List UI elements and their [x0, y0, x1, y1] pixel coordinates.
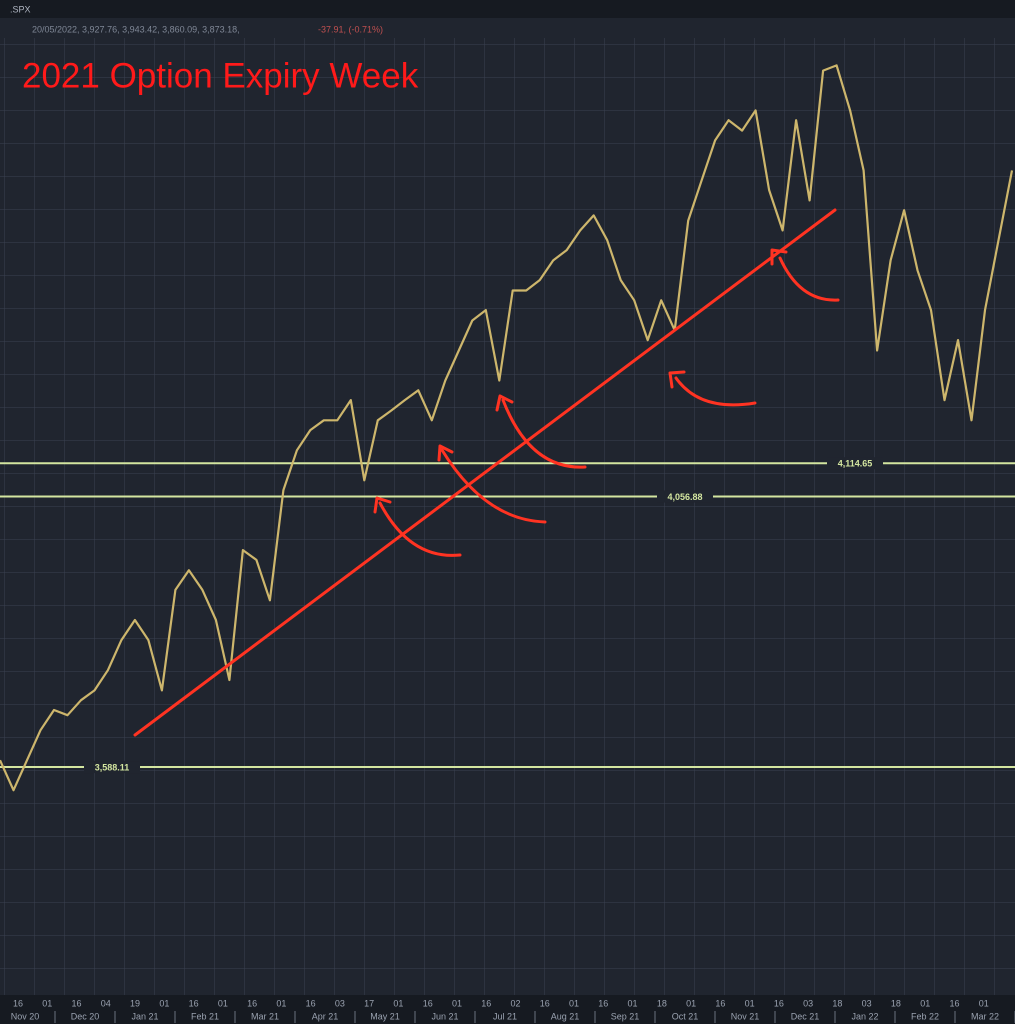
day-label: 16 — [481, 998, 491, 1008]
month-label: Oct 21 — [672, 1011, 699, 1021]
level-label-box — [84, 761, 140, 774]
change: -37.91, (-0.71%) — [318, 24, 383, 34]
grid — [0, 38, 1015, 995]
annotations — [133, 208, 840, 737]
month-label: Apr 21 — [312, 1011, 339, 1021]
day-label: 16 — [774, 998, 784, 1008]
day-label: 01 — [393, 998, 403, 1008]
day-label: 16 — [715, 998, 725, 1008]
day-label: 17 — [364, 998, 374, 1008]
day-label: 03 — [803, 998, 813, 1008]
x-axis-bar — [0, 995, 1015, 1024]
day-label: 16 — [423, 998, 433, 1008]
day-label: 19 — [130, 998, 140, 1008]
day-label: 01 — [159, 998, 169, 1008]
month-label: May 21 — [370, 1011, 400, 1021]
day-label: 02 — [510, 998, 520, 1008]
day-label: 01 — [276, 998, 286, 1008]
arrow — [373, 496, 462, 557]
day-label: 01 — [569, 998, 579, 1008]
day-label: 01 — [42, 998, 52, 1008]
month-label: Nov 21 — [731, 1011, 760, 1021]
day-label: 16 — [306, 998, 316, 1008]
day-label: 16 — [72, 998, 82, 1008]
level-label: 3,588.11 — [95, 762, 130, 772]
month-label: Jan 22 — [851, 1011, 878, 1021]
day-label: 01 — [920, 998, 930, 1008]
month-label: Sep 21 — [611, 1011, 640, 1021]
month-label: Feb 21 — [191, 1011, 219, 1021]
month-label: Feb 22 — [911, 1011, 939, 1021]
day-label: 01 — [452, 998, 462, 1008]
month-label: Nov 20 — [11, 1011, 40, 1021]
month-label: Mar 22 — [971, 1011, 999, 1021]
level-label: 4,056.88 — [667, 492, 702, 502]
x-axis: 16 01 16 04 19 01 16 01 16 01 16 03 17 01 16 01 16 02 16 01… — [11, 998, 1015, 1023]
day-label: 16 — [189, 998, 199, 1008]
level-label-box — [827, 457, 883, 470]
day-label: 16 — [598, 998, 608, 1008]
levels: 4,114.65 4,056.88 3,588.11 — [0, 457, 1015, 774]
day-label: 18 — [657, 998, 667, 1008]
arrow — [495, 394, 587, 469]
day-label: 03 — [335, 998, 345, 1008]
month-label: Jun 21 — [431, 1011, 458, 1021]
day-label: 18 — [832, 998, 842, 1008]
day-label: 01 — [686, 998, 696, 1008]
day-label: 01 — [979, 998, 989, 1008]
price-line — [0, 64, 1014, 792]
day-label: 01 — [745, 998, 755, 1008]
day-label: 16 — [13, 998, 23, 1008]
ohlc-header: 20/05/2022, 3,927.76, 3,943.42, 3,860.09… — [32, 24, 240, 34]
header-bar — [0, 0, 1015, 18]
chart-title: 2021 Option Expiry Week — [22, 56, 419, 95]
month-label: Jan 21 — [131, 1011, 158, 1021]
arrow — [437, 444, 547, 524]
arrow — [668, 370, 757, 407]
day-label: 16 — [949, 998, 959, 1008]
series — [0, 64, 1014, 792]
level-label-box — [657, 490, 713, 503]
trend-line — [133, 208, 837, 737]
month-label: Dec 21 — [791, 1011, 820, 1021]
day-label: 16 — [247, 998, 257, 1008]
day-label: 01 — [628, 998, 638, 1008]
month-label: Aug 21 — [551, 1011, 580, 1021]
symbol: .SPX — [10, 4, 31, 14]
month-label: Mar 21 — [251, 1011, 279, 1021]
day-label: 03 — [862, 998, 872, 1008]
level-label: 4,114.65 — [838, 459, 873, 469]
day-label: 04 — [101, 998, 111, 1008]
day-label: 18 — [891, 998, 901, 1008]
month-label: Dec 20 — [71, 1011, 100, 1021]
day-label: 16 — [540, 998, 550, 1008]
arrow — [770, 248, 840, 302]
day-label: 01 — [218, 998, 228, 1008]
month-label: Jul 21 — [493, 1011, 517, 1021]
